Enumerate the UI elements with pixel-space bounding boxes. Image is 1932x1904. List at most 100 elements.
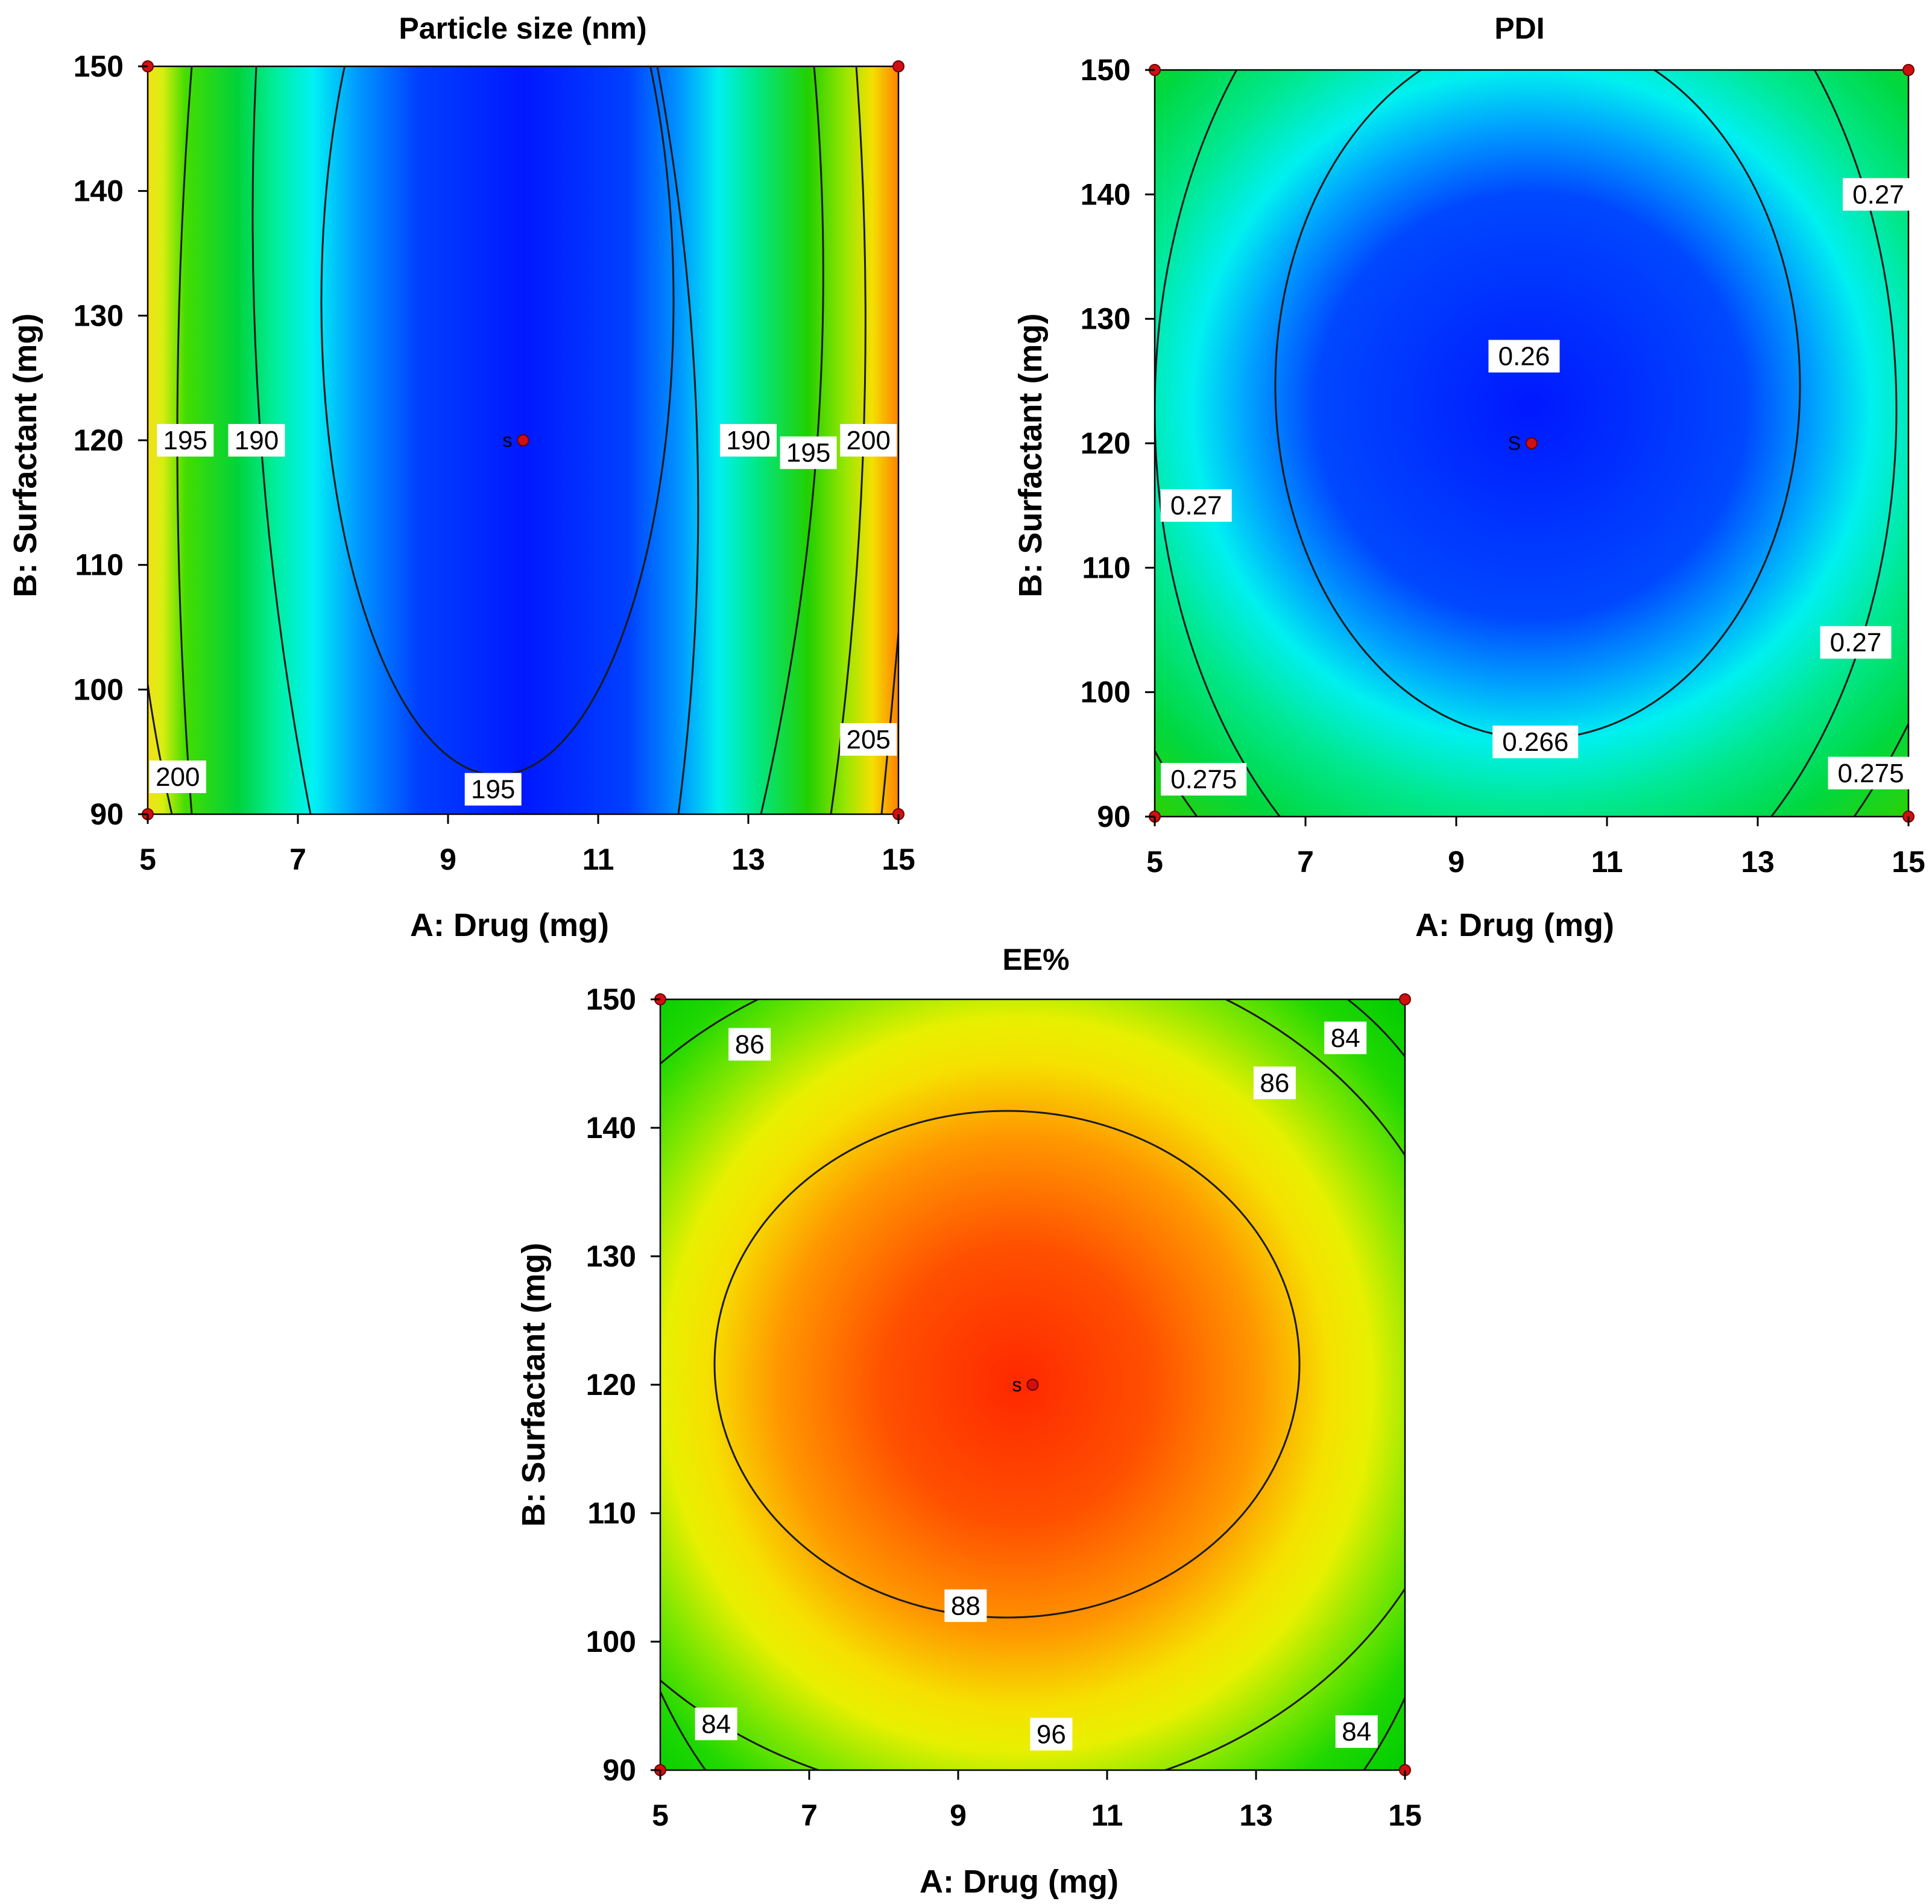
design-point [517, 434, 529, 446]
x-tick-label: 13 [1741, 845, 1775, 879]
design-point [1026, 1379, 1039, 1391]
contour-label-box [1161, 763, 1247, 796]
contour-label-box [1828, 756, 1914, 789]
design-point [1902, 64, 1915, 76]
y-tick-label: 110 [75, 548, 124, 582]
contour-label-box [1335, 1715, 1378, 1748]
contour-label: 86 [1260, 1068, 1289, 1098]
y-tick-label: 130 [74, 299, 124, 332]
y-tick-label: 140 [1081, 177, 1131, 211]
y-tick-label: 100 [74, 672, 124, 706]
x-tick-label: 7 [289, 843, 306, 876]
contour-label-box [1253, 1066, 1296, 1099]
x-tick-label: 9 [1448, 845, 1465, 879]
contour-label: 0.27 [1852, 180, 1904, 209]
x-tick-label: 7 [1297, 845, 1314, 879]
x-tick-label: 11 [1091, 1798, 1123, 1832]
ee-y-axis: 90 100 110 120 130 140 150 [586, 982, 660, 1787]
ee-x-axis: 5 7 9 11 13 15 [652, 1770, 1422, 1832]
y-tick-label: 130 [586, 1239, 636, 1273]
ee-x-axis-title: A: Drug (mg) [920, 1864, 1119, 1900]
y-tick-label: 100 [586, 1625, 636, 1659]
contour-label: 96 [1037, 1719, 1066, 1749]
contour-label-box [1030, 1718, 1073, 1751]
y-tick-label: 120 [586, 1368, 636, 1402]
particle-size-y-axis-title: B: Surfactant (mg) [7, 314, 43, 598]
contour-label: 195 [786, 438, 830, 468]
y-tick-label: 110 [1082, 551, 1131, 584]
y-tick-label: 140 [74, 174, 124, 208]
ee-panel: EE% 86 84 86 88 84 96 84 s 5 7 9 11 13 15 90 100 110 1… [516, 943, 1422, 1900]
center-point-label: s [503, 429, 513, 451]
contour-label: 84 [1331, 1023, 1360, 1053]
contour-label: 200 [846, 426, 890, 455]
contour-label: 190 [726, 426, 770, 455]
contour-line-0.27 [1155, 70, 1898, 817]
contour-line-84-bottom-left [660, 1691, 707, 1770]
contour-line-190-right [656, 66, 699, 814]
y-tick-label: 120 [74, 423, 124, 457]
contour-label: 88 [951, 1591, 980, 1621]
contour-line-84-top-right [1347, 999, 1405, 1057]
x-tick-label: 13 [731, 843, 765, 876]
contour-label: 200 [156, 762, 200, 792]
contour-label: 195 [163, 426, 207, 455]
pdi-y-axis: 90 100 110 120 130 140 150 [1081, 53, 1155, 833]
contour-label: 0.27 [1830, 628, 1882, 657]
center-point-label: s [1012, 1374, 1022, 1396]
pdi-panel: PDI 0.27 0.26 0.27 0.27 0.266 0.275 0.275 S 5 7… [1012, 11, 1925, 943]
x-tick-label: 11 [1591, 845, 1623, 879]
y-tick-label: 130 [1081, 302, 1131, 336]
x-tick-label: 7 [801, 1798, 818, 1832]
x-tick-label: 5 [139, 843, 156, 876]
contour-line-200-left [148, 684, 173, 814]
x-tick-label: 13 [1239, 1798, 1273, 1832]
x-tick-label: 9 [950, 1798, 967, 1832]
contour-label-box [695, 1707, 737, 1741]
y-tick-label: 150 [74, 49, 124, 83]
contour-label: 0.275 [1170, 765, 1237, 794]
pdi-x-axis-title: A: Drug (mg) [1415, 907, 1614, 943]
contour-line-88 [713, 1110, 1301, 1619]
contour-label-box [149, 761, 206, 793]
contour-label: 205 [846, 725, 890, 754]
contour-label-box [728, 1028, 771, 1061]
y-tick-label: 140 [586, 1111, 636, 1145]
y-tick-label: 150 [1081, 53, 1131, 87]
y-tick-label: 120 [1081, 426, 1131, 460]
contour-label-box [228, 424, 285, 457]
contour-line-84-bottom-right [1363, 1697, 1405, 1770]
particle-size-x-axis: 5 7 9 11 13 15 [139, 814, 915, 876]
contour-label-box [1820, 626, 1892, 659]
ee-contour-labels: 86 84 86 88 84 96 84 [695, 1021, 1378, 1751]
y-tick-label: 110 [587, 1496, 636, 1530]
particle-size-title: Particle size (nm) [399, 11, 646, 45]
design-point [892, 60, 904, 72]
contour-label: 86 [735, 1030, 765, 1060]
contour-label-box [840, 424, 897, 457]
x-tick-label: 5 [1146, 845, 1163, 879]
particle-size-x-axis-title: A: Drug (mg) [410, 907, 609, 943]
design-point [1399, 993, 1411, 1005]
particle-size-contour-labels: 195 190 190 195 200 200 195 205 [149, 424, 897, 806]
x-tick-label: 11 [582, 843, 614, 876]
x-tick-label: 5 [652, 1798, 669, 1832]
contour-label-box [944, 1589, 987, 1622]
ee-y-axis-title: B: Surfactant (mg) [516, 1243, 552, 1527]
contour-label: 195 [471, 775, 515, 805]
contour-label: 0.266 [1502, 727, 1568, 757]
contour-label-box [464, 773, 522, 806]
x-tick-label: 15 [1388, 1798, 1422, 1832]
x-tick-label: 9 [440, 843, 456, 876]
contour-label: 84 [1342, 1717, 1371, 1747]
y-tick-label: 90 [602, 1753, 636, 1787]
contour-label: 0.275 [1837, 759, 1904, 788]
contour-label: 0.27 [1170, 491, 1222, 520]
pdi-design-points: S [1149, 64, 1915, 823]
y-tick-label: 150 [586, 982, 636, 1016]
y-tick-label: 100 [1081, 675, 1131, 709]
particle-size-y-axis: 90 100 110 120 130 140 150 [74, 49, 148, 831]
y-tick-label: 90 [90, 797, 124, 831]
